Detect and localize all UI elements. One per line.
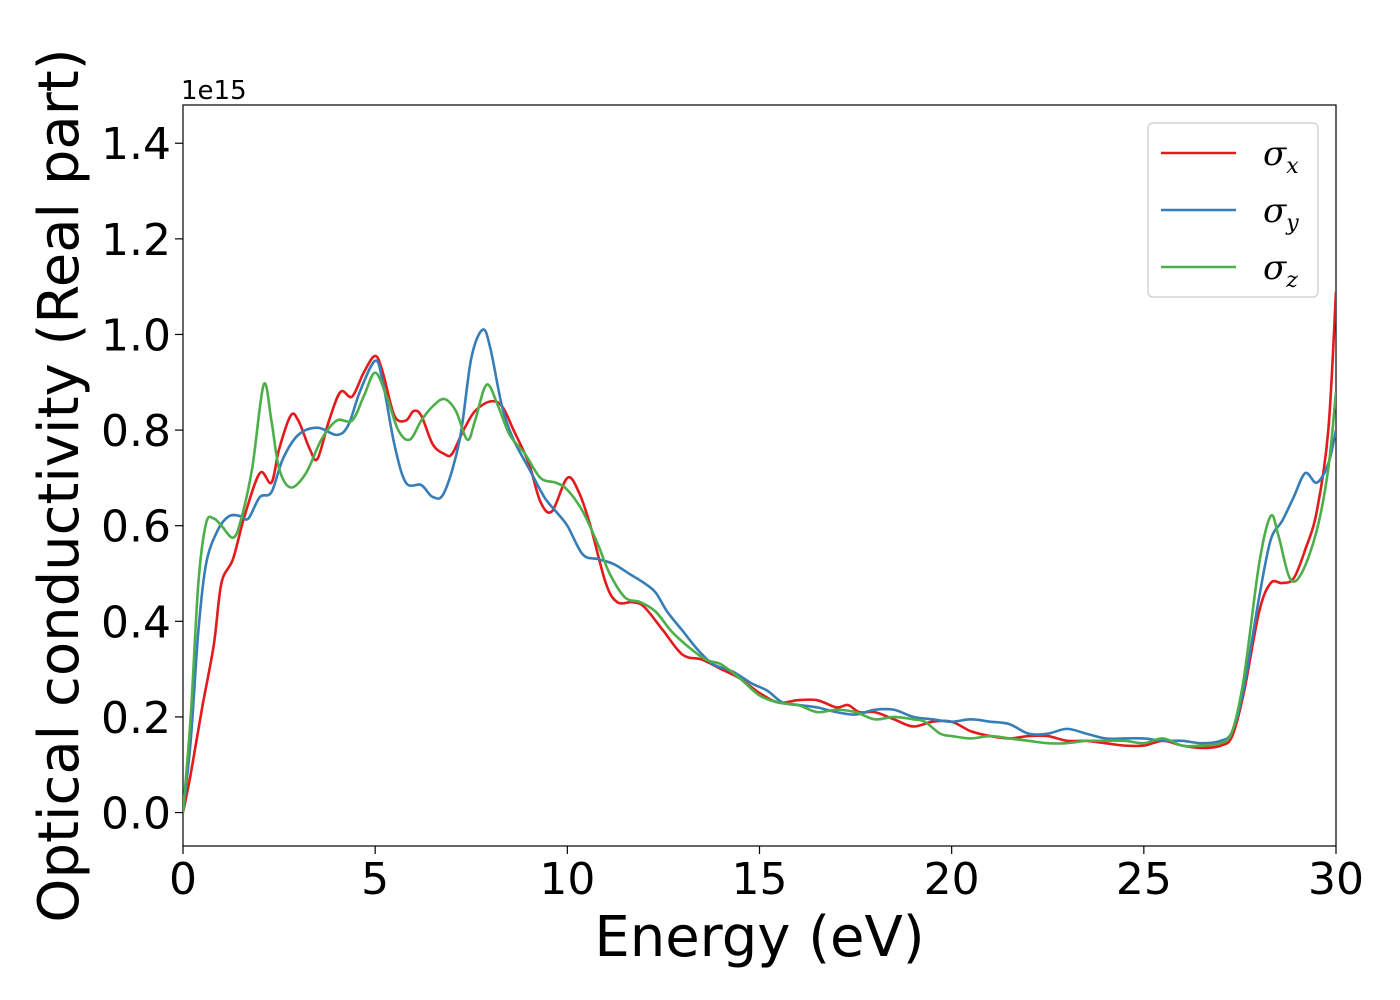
y-tick-label: 0.2: [101, 693, 171, 744]
legend-label-z: σz: [1263, 248, 1298, 293]
y-tick-label: 0.8: [101, 406, 171, 457]
y-tick-label: 0.6: [101, 502, 171, 553]
x-tick-label: 25: [1116, 854, 1172, 905]
series-line-y: [183, 328, 1336, 813]
y-tick-label: 1.0: [101, 310, 171, 361]
x-axis-ticks: 0 5 10 15 20 25 30: [169, 846, 1364, 905]
y-tick-label: 1.4: [101, 119, 171, 170]
x-axis-title: Energy (eV): [594, 905, 924, 970]
legend: σx σy σz: [1147, 122, 1319, 298]
series-line-z: [183, 371, 1336, 813]
x-tick-label: 5: [361, 854, 389, 905]
y-tick-label: 1.2: [101, 215, 171, 266]
y-tick-label: 0.4: [101, 597, 171, 648]
y-axis-title: Optical conductivity (Real part): [27, 48, 92, 922]
x-tick-label: 10: [539, 854, 595, 905]
y-tick-label: 0.0: [101, 789, 171, 840]
legend-label-y: σy: [1263, 191, 1299, 236]
y-offset-label: 1e15: [181, 76, 247, 106]
series-line-x: [183, 291, 1336, 813]
x-tick-label: 0: [169, 854, 197, 905]
series-layer: [183, 291, 1336, 813]
x-tick-label: 20: [924, 854, 980, 905]
x-tick-label: 30: [1308, 854, 1364, 905]
legend-label-x: σx: [1263, 134, 1299, 179]
x-tick-label: 15: [732, 854, 788, 905]
y-axis-ticks: 0.0 0.2 0.4 0.6 0.8 1.0 1.2 1.4: [101, 119, 183, 840]
